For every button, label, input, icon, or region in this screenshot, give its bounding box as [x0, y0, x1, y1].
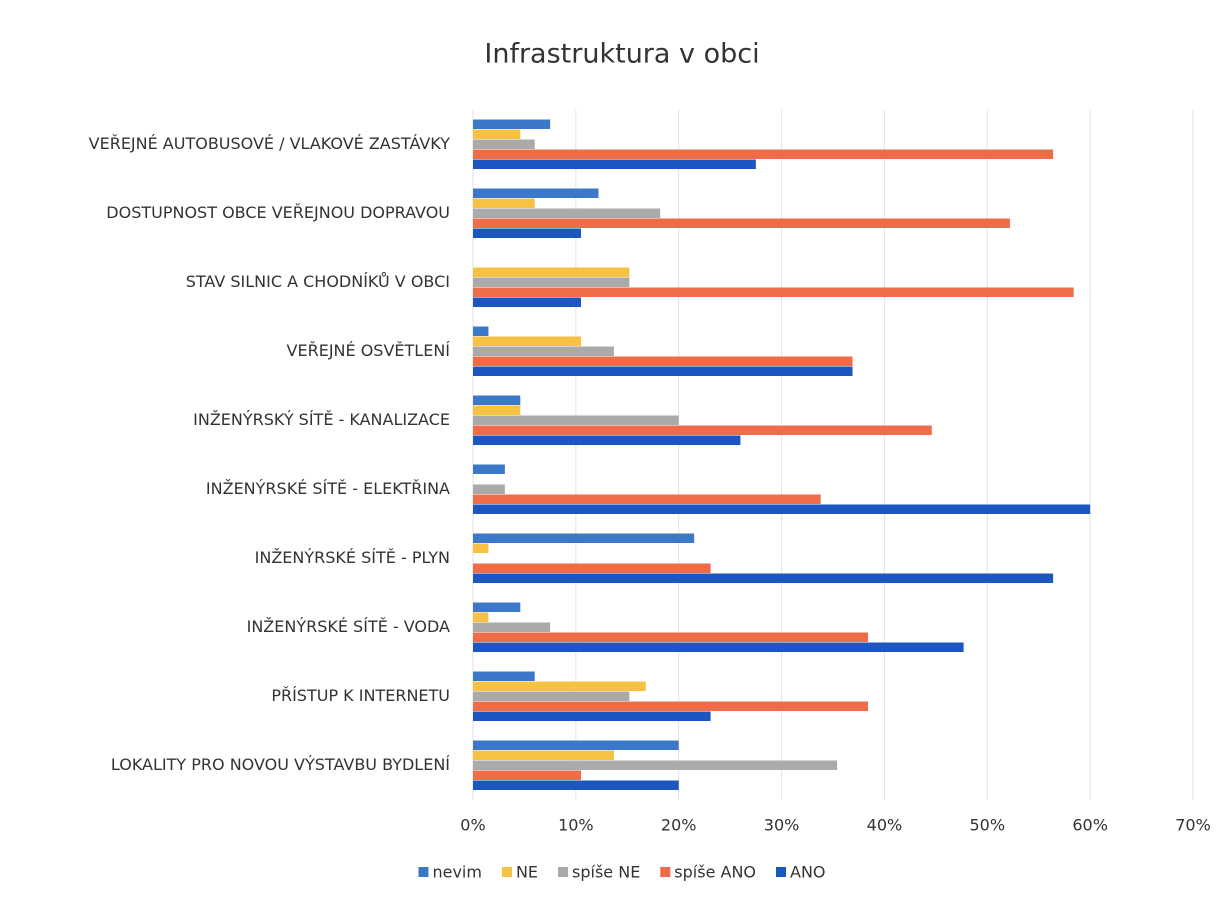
- bar: [473, 563, 711, 573]
- bar: [473, 543, 489, 553]
- bar: [473, 119, 551, 129]
- bar: [473, 573, 1054, 583]
- y-tick-label: VEŘEJNÉ OSVĚTLENÍ: [287, 341, 451, 360]
- bar: [473, 287, 1074, 297]
- y-tick-label: INŽENÝRSKÝ SÍTĚ - KANALIZACE: [193, 410, 450, 429]
- bar: [473, 711, 711, 721]
- bar: [473, 425, 932, 435]
- bar: [473, 632, 868, 642]
- bar: [473, 484, 505, 494]
- bar: [473, 129, 521, 139]
- bar: [473, 602, 521, 612]
- bar: [473, 622, 551, 632]
- x-tick-label: 20%: [661, 816, 697, 835]
- bar: [473, 691, 630, 701]
- legend-swatch: [418, 867, 429, 877]
- y-tick-label: INŽENÝRSKÉ SÍTĚ - ELEKTŘINA: [206, 479, 450, 498]
- bar: [473, 218, 1010, 228]
- x-tick-label: 0%: [460, 816, 485, 835]
- legend-label: NE: [516, 863, 538, 882]
- bar: [473, 464, 505, 474]
- legend-label: spíše ANO: [674, 863, 756, 882]
- bar: [473, 701, 868, 711]
- bar: [473, 770, 581, 780]
- bar: [473, 435, 741, 445]
- bar: [473, 297, 581, 307]
- bar: [473, 366, 853, 376]
- bar: [473, 139, 535, 149]
- bar: [473, 760, 838, 770]
- bar: [473, 395, 521, 405]
- bar: [473, 740, 679, 750]
- bar: [473, 188, 599, 198]
- x-tick-label: 30%: [764, 816, 800, 835]
- bar: [473, 612, 489, 622]
- bar: [473, 346, 614, 356]
- bar: [473, 415, 679, 425]
- bar: [473, 208, 661, 218]
- bar: [473, 681, 646, 691]
- x-tick-label: 10%: [558, 816, 594, 835]
- bar: [473, 405, 521, 415]
- bar: [473, 277, 630, 287]
- y-tick-label: INŽENÝRSKÉ SÍTĚ - PLYN: [255, 548, 450, 567]
- x-tick-label: 70%: [1175, 816, 1211, 835]
- bar: [473, 198, 535, 208]
- bar: [473, 642, 964, 652]
- legend-label: ANO: [790, 863, 826, 882]
- bar: [473, 159, 756, 169]
- x-tick-label: 50%: [970, 816, 1006, 835]
- y-tick-label: STAV SILNIC A CHODNÍKŮ V OBCI: [186, 272, 450, 291]
- bar: [473, 494, 821, 504]
- bar: [473, 336, 581, 346]
- legend-swatch: [558, 867, 569, 877]
- chart-title: Infrastruktura v obci: [484, 39, 759, 70]
- legend-swatch: [776, 867, 787, 877]
- x-tick-label: 40%: [867, 816, 903, 835]
- y-tick-label: DOSTUPNOST OBCE VEŘEJNOU DOPRAVOU: [106, 203, 450, 222]
- y-tick-label: INŽENÝRSKÉ SÍTĚ - VODA: [247, 617, 450, 636]
- bar: [473, 780, 679, 790]
- y-tick-label: LOKALITY PRO NOVOU VÝSTAVBU BYDLENÍ: [111, 755, 450, 774]
- x-tick-label: 60%: [1072, 816, 1108, 835]
- y-tick-label: PŘÍSTUP K INTERNETU: [271, 686, 450, 705]
- bar: [473, 228, 581, 238]
- bar: [473, 750, 614, 760]
- bar: [473, 504, 1091, 514]
- legend-label: spíše NE: [572, 863, 640, 882]
- bar: [473, 533, 695, 543]
- legend-label: nevim: [432, 863, 481, 882]
- bar: [473, 356, 853, 366]
- bar: [473, 149, 1054, 159]
- bar: [473, 671, 535, 681]
- bar: [473, 326, 489, 336]
- legend-swatch: [501, 867, 512, 877]
- y-tick-label: VEŘEJNÉ AUTOBUSOVÉ / VLAKOVÉ ZASTÁVKY: [89, 134, 451, 153]
- bar: [473, 267, 630, 277]
- legend-swatch: [660, 867, 671, 877]
